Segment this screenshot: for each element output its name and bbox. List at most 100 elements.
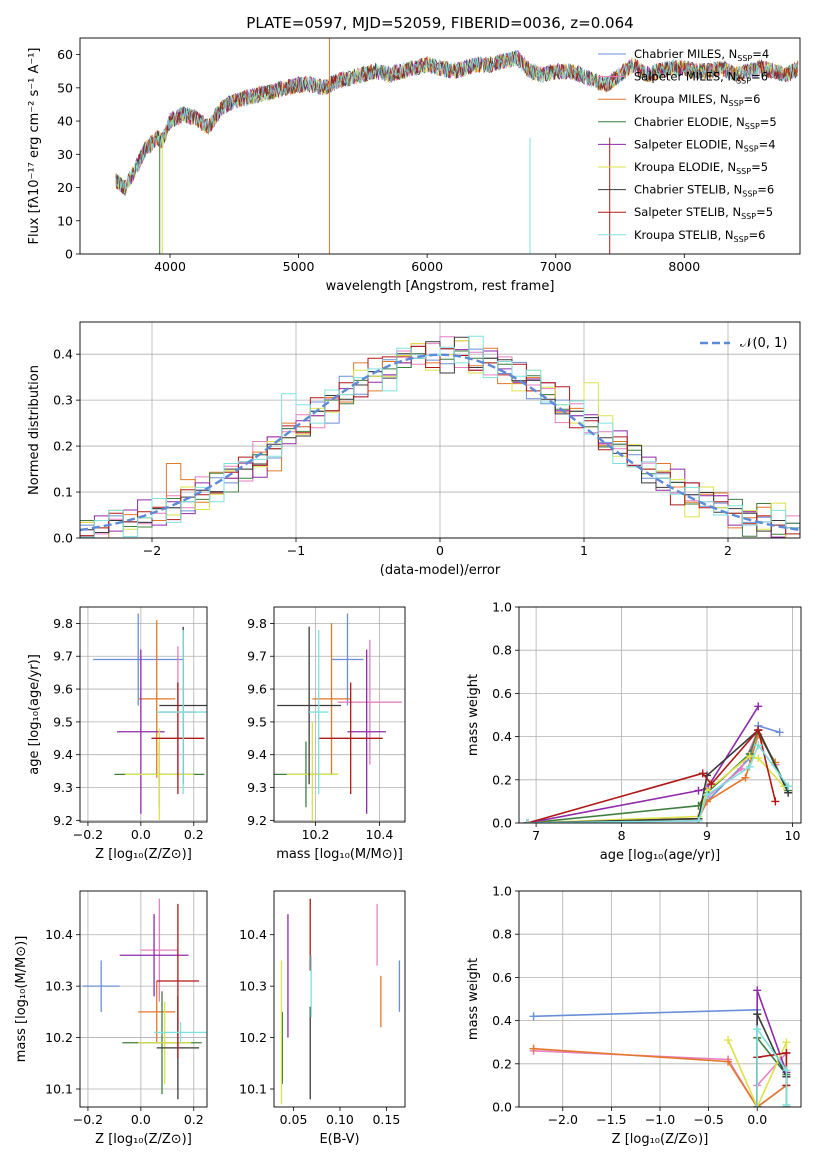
spectrum-xtick-label: 5000 <box>283 259 315 274</box>
massweight-vs-age-marker <box>754 741 763 750</box>
age-vs-mass-ytick-label: 9.6 <box>247 682 267 697</box>
normal-curve <box>80 353 800 532</box>
mass-vs-EBV-ytick-label: 10.3 <box>239 979 267 994</box>
age-vs-mass-xlabel: mass [log₁₀(M/M⊙)] <box>276 847 403 862</box>
massweight-vs-age-xtick-label: 9 <box>703 828 711 843</box>
spectrum-series-group <box>115 38 799 254</box>
mass-vs-Z-points <box>82 898 207 1100</box>
massweight-vs-age-series-8 <box>527 743 789 823</box>
massweight-vs-age-ytick-label: 0.0 <box>492 816 512 831</box>
massweight-vs-Z-marker <box>753 1010 762 1019</box>
legend-label-tail: =4 <box>752 47 769 61</box>
legend-label-main: Chabrier ELODIE, N <box>634 115 745 129</box>
age-vs-Z-ytick-label: 9.6 <box>53 682 73 697</box>
legend-label-tail: =6 <box>749 228 766 242</box>
spectrum-ytick-label: 20 <box>57 180 73 195</box>
spectrum-line <box>115 50 799 192</box>
mass-vs-EBV-ytick-label: 10.2 <box>239 1030 267 1045</box>
massweight-vs-Z-marker <box>724 1036 733 1045</box>
legend-label-main: Chabrier MILES, N <box>634 47 737 61</box>
massweight-vs-age-frame <box>518 606 802 824</box>
massweight-vs-age-marker <box>741 773 750 782</box>
massweight-vs-Z-marker <box>529 1012 538 1021</box>
massweight-vs-Z-xtick-label: −0.5 <box>693 1112 723 1127</box>
mass-vs-Z-xlabel: Z [log₁₀(Z/Z⊙)] <box>95 1132 192 1147</box>
age-vs-Z-ytick-label: 9.8 <box>53 616 73 631</box>
mass-vs-EBV-xlabel: E(B-V) <box>319 1132 359 1147</box>
age-vs-Z-ylabel: age [log₁₀(age/yr)] <box>27 654 42 775</box>
massweight-vs-Z-marker <box>782 1066 791 1075</box>
massweight-vs-Z-ytick-label: 0.8 <box>492 927 512 942</box>
residual-histogram-xtick-label: 2 <box>724 543 732 558</box>
mass-vs-Z-ylabel: mass [log₁₀(M/M⊙)] <box>14 936 29 1063</box>
legend-label-8: Kroupa STELIB, NSSP=6 <box>634 228 765 244</box>
massweight-vs-age-marker <box>745 752 754 761</box>
legend-label-main: Salpeter STELIB, N <box>634 205 741 219</box>
spectrum-xtick-label: 4000 <box>154 259 186 274</box>
age-vs-mass-ytick-label: 9.8 <box>247 616 267 631</box>
legend-label-sub: SSP <box>729 99 744 108</box>
legend-label-0: Chabrier MILES, NSSP=4 <box>634 47 769 63</box>
massweight-vs-age-xtick-label: 10 <box>785 828 801 843</box>
mass-vs-Z-xtick-label: 0.0 <box>131 1112 151 1127</box>
massweight-vs-age-marker <box>694 816 703 823</box>
histogram-group <box>80 335 800 538</box>
massweight-vs-age-ytick-label: 0.2 <box>492 772 512 787</box>
massweight-vs-Z-series-2 <box>533 1047 787 1107</box>
legend-label-7: Salpeter STELIB, NSSP=5 <box>634 205 773 221</box>
massweight-vs-Z-marker <box>529 1044 538 1053</box>
legend-label-sub: SSP <box>742 190 757 199</box>
legend-label-main: Kroupa MILES, N <box>634 92 729 106</box>
age-vs-Z-points <box>93 613 207 821</box>
massweight-vs-age-series-0 <box>527 724 780 823</box>
massweight-vs-age-xlabel: age [log₁₀(age/yr)] <box>600 848 721 863</box>
legend-label-main: Salpeter ELODIE, N <box>634 137 744 151</box>
massweight-vs-Z-ylabel: mass weight <box>466 958 481 1040</box>
mass-vs-Z-ytick-label: 10.4 <box>45 927 73 942</box>
massweight-vs-Z-marker <box>724 1057 733 1066</box>
legend-label-sub: SSP <box>737 54 752 63</box>
spectrum-ytick-label: 0 <box>65 247 73 262</box>
age-vs-Z-xtick-label: 0.2 <box>184 827 204 842</box>
spectrum-ytick-label: 40 <box>57 114 73 129</box>
mass-vs-Z-ytick-label: 10.2 <box>45 1030 73 1045</box>
age-vs-mass-frame <box>273 606 406 823</box>
massweight-vs-age-series-1 <box>527 728 777 823</box>
figure-title: PLATE=0597, MJD=52059, FIBERID=0036, z=0… <box>246 14 633 32</box>
legend-label-tail: =5 <box>751 160 768 174</box>
residual-histogram-xtick-label: 1 <box>580 543 588 558</box>
massweight-vs-age-series-4 <box>527 705 759 823</box>
spectrum-xlabel: wavelength [Angstrom, rest frame] <box>326 279 555 294</box>
residual-histogram-xtick-label: 0 <box>436 543 444 558</box>
mass-vs-Z-ytick-label: 10.3 <box>45 979 73 994</box>
massweight-vs-Z-series-8 <box>756 1026 788 1107</box>
massweight-vs-Z-marker <box>753 1103 762 1107</box>
massweight-vs-age-ytick-label: 0.4 <box>492 729 512 744</box>
age-vs-Z-ytick-label: 9.7 <box>53 649 73 664</box>
massweight-vs-age-marker <box>754 702 763 711</box>
massweight-vs-Z-ytick-label: 1.0 <box>492 884 512 899</box>
massweight-vs-age-ytick-label: 0.8 <box>492 643 512 658</box>
massweight-vs-Z-xtick-label: −2.0 <box>548 1112 578 1127</box>
massweight-vs-age-marker <box>523 819 532 823</box>
age-vs-Z-ytick-label: 9.2 <box>53 813 73 828</box>
massweight-vs-age-series-5 <box>527 755 785 823</box>
legend-label-4: Salpeter ELODIE, NSSP=4 <box>634 137 776 153</box>
age-vs-mass-ytick-label: 9.5 <box>247 714 267 729</box>
mass-vs-EBV-xtick-label: 0.15 <box>372 1112 400 1127</box>
mass-vs-EBV-ytick-label: 10.4 <box>239 927 267 942</box>
legend-label-sub: SSP <box>736 167 751 176</box>
massweight-vs-age-marker <box>703 790 711 799</box>
age-vs-mass-xtick-label: 10.2 <box>302 827 330 842</box>
mass-vs-EBV-points <box>280 898 401 1105</box>
mass-vs-Z-xtick-label: −0.2 <box>73 1112 103 1127</box>
legend-label-sub: SSP <box>744 144 759 153</box>
residual-histogram-ytick-label: 0.4 <box>53 347 73 362</box>
massweight-vs-age-ytick-label: 0.6 <box>492 686 512 701</box>
mass-vs-Z-ytick-label: 10.1 <box>45 1082 73 1097</box>
hist-legend-label: 𝒩(0, 1) <box>740 336 787 351</box>
massweight-vs-Z-xtick-label: −1.5 <box>596 1112 626 1127</box>
massweight-vs-Z-marker <box>753 1025 762 1034</box>
legend-label-sub: SSP <box>734 235 749 244</box>
mass-vs-EBV-frame <box>273 890 406 1108</box>
